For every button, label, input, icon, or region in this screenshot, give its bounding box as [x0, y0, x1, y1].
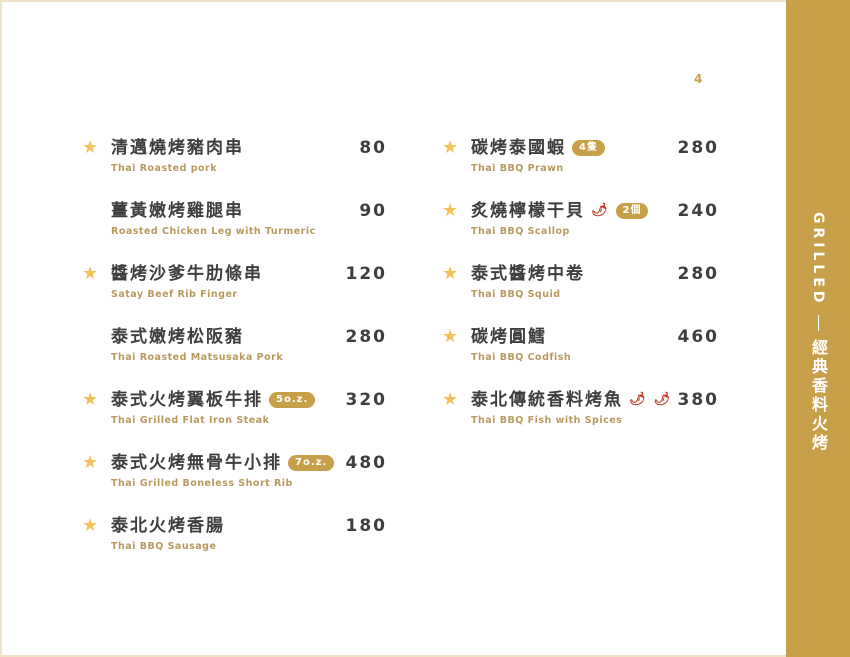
star-icon: ★ [442, 389, 459, 410]
item-name-en: Thai BBQ Sausage [111, 541, 217, 552]
item-name-en: Thai Roasted pork [111, 163, 218, 174]
item-price: 460 [677, 327, 719, 347]
star-icon: ★ [82, 263, 99, 284]
item-name-en: Thai BBQ Fish with Spices [471, 415, 623, 426]
item-name-zh: 泰式嫩烤松阪豬 [111, 327, 244, 347]
menu-item: ★ 碳烤圓鱈 Thai BBQ Codfish 460 [442, 325, 719, 388]
star-icon: ★ [442, 137, 459, 158]
item-name-zh: 泰式火烤翼板牛排 [111, 390, 263, 410]
item-price: 90 [359, 201, 387, 221]
item-name-row: 泰式火烤翼板牛排 5o.z. [111, 388, 316, 412]
item-name-zh: 醬烤沙爹牛肋條串 [111, 264, 263, 284]
menu-item: ★ 炙燒檸檬干貝 🌶 2個 Thai BBQ Scallop 240 [442, 199, 719, 262]
item-name-en: Thai Roasted Matsusaka Pork [111, 352, 284, 363]
item-name-row: 泰式醬烤中卷 [471, 262, 585, 286]
item-name-en: Thai BBQ Prawn [471, 163, 564, 174]
item-price: 280 [677, 264, 719, 284]
portion-badge: 4隻 [572, 140, 605, 156]
item-name-en: Thai BBQ Scallop [471, 226, 570, 237]
star-icon: ★ [82, 515, 99, 536]
chili-icon: 🌶 [591, 203, 610, 218]
chili-icon: 🌶 [629, 392, 648, 407]
star-icon: ★ [82, 452, 99, 473]
item-price: 280 [677, 138, 719, 158]
menu-item: ★ 碳烤泰國蝦 4隻 Thai BBQ Prawn 280 [442, 136, 719, 199]
item-name-en: Satay Beef Rib Finger [111, 289, 238, 300]
item-name-zh: 泰北火烤香腸 [111, 516, 225, 536]
item-price: 320 [345, 390, 387, 410]
item-name-zh: 清邁燒烤豬肉串 [111, 138, 244, 158]
item-name-en: Thai Grilled Boneless Short Rib [111, 478, 293, 489]
item-price: 80 [359, 138, 387, 158]
menu-item: 薑黃嫩烤雞腿串 Roasted Chicken Leg with Turmeric… [82, 199, 387, 262]
item-name-row: 泰北火烤香腸 [111, 514, 225, 538]
page-number: 4 [694, 72, 703, 86]
menu-item: ★ 泰式火烤翼板牛排 5o.z. Thai Grilled Flat Iron Ste… [82, 388, 387, 451]
item-name-en: Thai BBQ Squid [471, 289, 561, 300]
item-name-row: 泰式嫩烤松阪豬 [111, 325, 244, 349]
star-icon: ★ [442, 326, 459, 347]
menu-column-right: ★ 碳烤泰國蝦 4隻 Thai BBQ Prawn 280 ★ 炙燒檸檬干貝 🌶 2個 Thai … [442, 136, 719, 451]
menu-item: ★ 醬烤沙爹牛肋條串 Satay Beef Rib Finger 120 [82, 262, 387, 325]
item-price: 380 [677, 390, 719, 410]
item-name-zh: 炙燒檸檬干貝 [471, 201, 585, 221]
menu-item: ★ 泰式火烤無骨牛小排 7o.z. Thai Grilled Boneless Sho… [82, 451, 387, 514]
item-name-en: Thai Grilled Flat Iron Steak [111, 415, 270, 426]
item-name-row: 醬烤沙爹牛肋條串 [111, 262, 263, 286]
menu-column-left: ★ 清邁燒烤豬肉串 Thai Roasted pork 80 薑黃嫩烤雞腿串 Roaste… [82, 136, 387, 577]
item-name-zh: 碳烤圓鱈 [471, 327, 547, 347]
item-name-zh: 薑黃嫩烤雞腿串 [111, 201, 244, 221]
item-price: 280 [345, 327, 387, 347]
item-name-row: 泰北傳統香料烤魚 🌶 🌶 [471, 388, 672, 412]
star-icon: ★ [82, 137, 99, 158]
portion-badge: 2個 [615, 203, 649, 219]
item-price: 480 [345, 453, 387, 473]
item-name-en: Thai BBQ Codfish [471, 352, 572, 363]
menu-item: 泰式嫩烤松阪豬 Thai Roasted Matsusaka Pork 280 [82, 325, 387, 388]
item-name-zh: 泰北傳統香料烤魚 [471, 390, 623, 410]
menu-item: ★ 泰式醬烤中卷 Thai BBQ Squid 280 [442, 262, 719, 325]
item-name-zh: 泰式醬烤中卷 [471, 264, 585, 284]
item-price: 180 [345, 516, 387, 536]
item-name-row: 炙燒檸檬干貝 🌶 2個 [471, 199, 649, 223]
item-name-row: 泰式火烤無骨牛小排 7o.z. [111, 451, 335, 475]
item-name-row: 薑黃嫩烤雞腿串 [111, 199, 244, 223]
menu-item: ★ 泰北傳統香料烤魚 🌶 🌶 Thai BBQ Fish with Spices 380 [442, 388, 719, 451]
item-name-zh: 泰式火烤無骨牛小排 [111, 453, 282, 473]
portion-badge: 5o.z. [269, 392, 316, 408]
star-icon: ★ [442, 263, 459, 284]
star-icon: ★ [442, 200, 459, 221]
item-name-zh: 碳烤泰國蝦 [471, 138, 566, 158]
divider [817, 314, 819, 331]
portion-badge: 7o.z. [288, 455, 335, 471]
item-name-en: Roasted Chicken Leg with Turmeric [111, 226, 316, 237]
item-price: 120 [345, 264, 387, 284]
category-title-zh: 經典香料火烤 [809, 338, 828, 453]
chili-icon: 🌶 [653, 392, 673, 407]
item-name-row: 碳烤圓鱈 [471, 325, 547, 349]
item-name-row: 清邁燒烤豬肉串 [111, 136, 244, 160]
category-sidebar: GRILLED 經典香料火烤 [786, 0, 850, 657]
category-title-en: GRILLED [810, 212, 826, 307]
item-name-row: 碳烤泰國蝦 4隻 [471, 136, 605, 160]
menu-item: ★ 泰北火烤香腸 Thai BBQ Sausage 180 [82, 514, 387, 577]
star-icon: ★ [82, 389, 99, 410]
item-price: 240 [677, 201, 719, 221]
menu-item: ★ 清邁燒烤豬肉串 Thai Roasted pork 80 [82, 136, 387, 199]
